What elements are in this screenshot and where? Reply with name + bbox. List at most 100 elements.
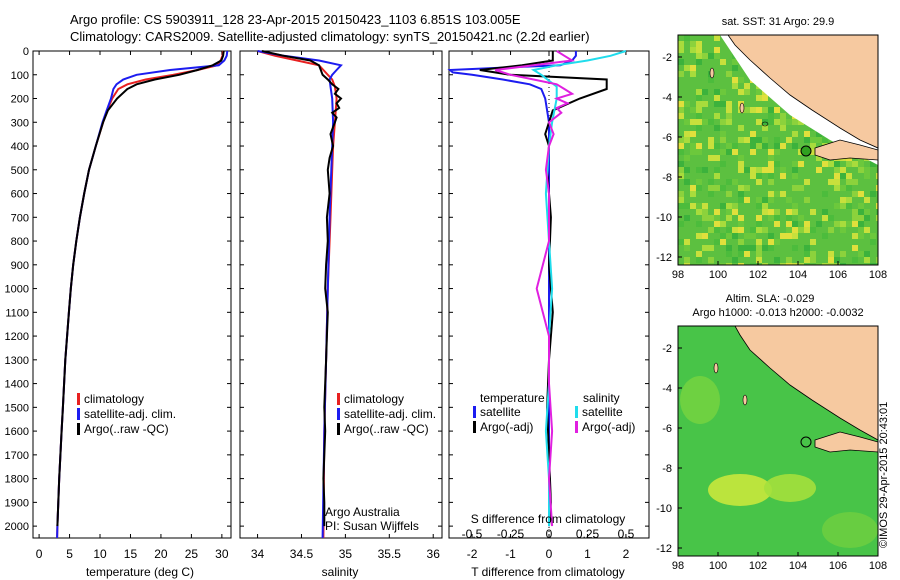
sst-pixel	[756, 95, 762, 101]
map-y-tick-label: -2	[662, 52, 672, 64]
temperature-profile-lines	[56, 50, 229, 539]
sst-pixel	[786, 197, 792, 203]
sst-pixel	[738, 77, 744, 83]
sst-pixel	[840, 251, 846, 257]
sst-pixel	[816, 155, 822, 161]
sst-pixel	[720, 89, 726, 95]
sst-pixel	[756, 197, 762, 203]
temperature-panel-frame	[32, 50, 232, 539]
sst-pixel	[870, 191, 876, 197]
sst-pixel	[738, 197, 744, 203]
pi-note: PI: Susan Wijffels	[325, 519, 419, 533]
sla-map-ticks: 98 100 102 104 106 108 -2 -4 -6 -8 -10 -12	[656, 343, 887, 572]
legend-label-climatology: climatology	[84, 392, 144, 406]
temperature-legend: climatology satellite-adj. clim. Argo(..…	[77, 392, 176, 436]
sst-pixel	[858, 221, 864, 227]
sst-pixel	[792, 203, 798, 209]
sst-pixel	[768, 191, 774, 197]
x-tick-label: 1	[584, 547, 591, 561]
sst-pixel	[678, 149, 684, 155]
sst-pixel	[864, 173, 870, 179]
sst-pixel	[684, 239, 690, 245]
sst-pixel	[690, 191, 696, 197]
sst-pixel	[870, 263, 876, 265]
sst-pixel	[810, 137, 816, 143]
sst-pixel	[708, 191, 714, 197]
sst-pixel	[678, 137, 684, 143]
sst-pixel	[708, 245, 714, 251]
sst-pixel	[804, 179, 810, 185]
depth-tick-label: 1900	[5, 497, 29, 509]
legend-swatch-t-satellite	[473, 406, 476, 418]
sst-pixel	[738, 191, 744, 197]
sst-pixel	[696, 107, 702, 113]
sst-pixel	[798, 161, 804, 167]
sst-pixel	[774, 119, 780, 125]
sst-pixel	[744, 185, 750, 191]
sst-map: 98 100 102 104 106 108 -2 -4 -6 -8 -10 -12	[656, 34, 887, 281]
sst-pixel	[858, 209, 864, 215]
map-x-tick-label: 102	[749, 269, 767, 281]
depth-contour	[761, 121, 769, 127]
sst-pixel	[714, 89, 720, 95]
sst-pixel	[858, 233, 864, 239]
sst-pixel	[840, 185, 846, 191]
sst-pixel	[810, 239, 816, 245]
sst-pixel	[726, 245, 732, 251]
satellite-adj-line	[257, 50, 343, 539]
sst-pixel	[678, 161, 684, 167]
sst-pixel	[792, 233, 798, 239]
sst-pixel	[858, 215, 864, 221]
salinity-axis-ticks: 34 34.5 35 35.5 36	[240, 50, 442, 561]
difference-legend: temperature salinity satellite Argo(-adj…	[473, 391, 635, 434]
sst-pixel	[726, 149, 732, 155]
map-y-tick-label: -4	[662, 92, 672, 104]
sst-pixel	[714, 53, 720, 59]
satellite-adj-line	[56, 50, 229, 539]
sst-pixel	[702, 209, 708, 215]
sst-pixel	[738, 245, 744, 251]
sst-pixel	[876, 215, 878, 221]
sst-pixel	[792, 167, 798, 173]
sst-pixel	[780, 143, 786, 149]
sst-pixel	[756, 89, 762, 95]
sst-pixel	[696, 53, 702, 59]
depth-tick-label: 300	[11, 117, 29, 129]
island	[739, 102, 745, 114]
sst-pixel	[798, 215, 804, 221]
sst-pixel	[852, 179, 858, 185]
sst-pixel	[762, 143, 768, 149]
sst-pixel	[840, 221, 846, 227]
salinity-profile-lines	[257, 50, 343, 539]
x-tick-label: 0	[36, 547, 43, 561]
s-tick-label: 0.25	[576, 527, 600, 541]
sst-pixel	[768, 245, 774, 251]
sst-pixel	[858, 227, 864, 233]
sst-pixel	[822, 263, 828, 265]
sst-pixel	[708, 77, 714, 83]
sst-pixel	[804, 251, 810, 257]
sst-pixel	[714, 173, 720, 179]
sst-pixel	[744, 83, 750, 89]
sla-high-patch	[764, 474, 816, 502]
sst-pixel	[684, 131, 690, 137]
map-x-tick-label: 106	[829, 560, 847, 572]
sst-pixel	[780, 125, 786, 131]
sst-pixel	[738, 161, 744, 167]
s-satellite-diff-line	[530, 50, 627, 527]
sst-pixel	[768, 239, 774, 245]
sst-pixel	[744, 89, 750, 95]
sst-pixel	[870, 233, 876, 239]
sst-pixel	[744, 233, 750, 239]
sst-pixel	[678, 203, 684, 209]
sst-pixel	[732, 179, 738, 185]
x-tick-label: 0	[546, 547, 553, 561]
sst-pixel	[852, 215, 858, 221]
depth-tick-label: 0	[23, 46, 29, 58]
sst-pixel	[816, 221, 822, 227]
map-x-tick-label: 98	[672, 269, 684, 281]
sst-pixel	[714, 143, 720, 149]
sst-pixel	[864, 209, 870, 215]
sst-pixel	[732, 149, 738, 155]
legend-label-climatology: climatology	[344, 392, 404, 406]
